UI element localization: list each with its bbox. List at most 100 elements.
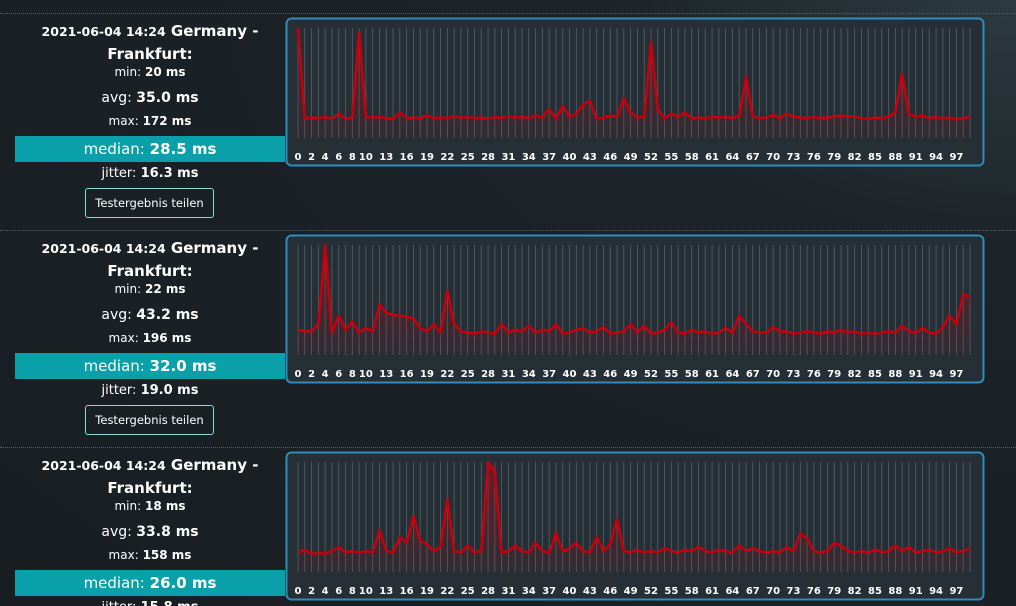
x-tick-label: 16 <box>400 369 414 380</box>
x-tick-label: 31 <box>501 586 515 597</box>
jitter-label: jitter: <box>101 383 137 398</box>
jitter-line: jitter: 19.0 ms <box>15 383 285 398</box>
x-tick-label: 76 <box>807 586 821 597</box>
x-tick-label: 58 <box>685 152 699 163</box>
x-tick-label: 34 <box>522 152 536 163</box>
x-tick-label: 40 <box>563 152 577 163</box>
x-tick-label: 79 <box>827 586 841 597</box>
x-tick-label: 70 <box>766 152 780 163</box>
max-label: max: <box>108 114 139 128</box>
x-tick-label: 52 <box>644 369 658 380</box>
avg-label: avg: <box>101 524 132 540</box>
x-tick-label: 52 <box>644 152 658 163</box>
jitter-value: 19.0 ms <box>140 383 199 398</box>
x-tick-label: 2 <box>308 152 315 163</box>
x-tick-label: 73 <box>787 586 801 597</box>
x-tick-label: 13 <box>379 369 393 380</box>
latency-area <box>298 245 970 355</box>
x-tick-label: 97 <box>949 369 963 380</box>
min-label: min: <box>114 65 142 79</box>
max-line: max: 196 ms <box>15 331 285 345</box>
median-label: median: <box>83 357 145 375</box>
latency-line <box>297 243 971 335</box>
median-label: median: <box>83 140 145 158</box>
x-tick-label: 70 <box>766 586 780 597</box>
x-tick-label: 49 <box>624 586 638 597</box>
separator <box>0 447 1016 448</box>
x-tick-label: 46 <box>603 369 617 380</box>
x-tick-label: 76 <box>807 152 821 163</box>
x-tick-label: 85 <box>868 152 882 163</box>
x-tick-label: 97 <box>949 152 963 163</box>
location: Germany - Frankfurt: <box>107 22 259 63</box>
jitter-line: jitter: 15.8 ms <box>15 600 285 606</box>
location: Germany - Frankfurt: <box>107 239 259 280</box>
avg-label: avg: <box>101 90 132 106</box>
x-tick-label: 19 <box>420 586 434 597</box>
separator <box>0 230 1016 231</box>
x-tick-label: 37 <box>542 369 556 380</box>
x-tick-label: 0 <box>295 586 302 597</box>
min-line: min: 20 ms <box>15 65 285 79</box>
x-tick-label: 19 <box>420 152 434 163</box>
x-tick-label: 82 <box>848 152 862 163</box>
latency-area <box>298 462 970 572</box>
max-value: 158 ms <box>142 548 192 562</box>
min-value: 22 ms <box>144 282 186 296</box>
latency-line <box>296 27 971 121</box>
x-tick-label: 82 <box>848 586 862 597</box>
x-tick-label: 37 <box>542 152 556 163</box>
x-tick-label: 79 <box>827 369 841 380</box>
x-tick-label: 10 <box>359 152 373 163</box>
x-tick-label: 55 <box>664 152 678 163</box>
x-tick-label: 88 <box>888 369 902 380</box>
x-tick-label: 85 <box>868 369 882 380</box>
x-tick-label: 58 <box>685 586 699 597</box>
x-tick-label: 46 <box>603 586 617 597</box>
x-tick-label: 2 <box>308 586 315 597</box>
x-tick-label: 43 <box>583 369 597 380</box>
min-label: min: <box>114 499 142 513</box>
result-heading: 2021-06-04 14:24 Germany - Frankfurt: <box>40 237 260 282</box>
x-tick-label: 91 <box>909 586 923 597</box>
x-tick-label: 61 <box>705 369 719 380</box>
jitter-value: 15.8 ms <box>141 600 199 606</box>
x-tick-label: 0 <box>295 369 302 380</box>
jitter-value: 16.3 ms <box>140 166 199 181</box>
date: 2021-06-04 14:24 <box>41 458 166 473</box>
max-label: max: <box>108 331 139 345</box>
x-tick-label: 64 <box>725 369 739 380</box>
x-tick-label: 34 <box>522 369 536 380</box>
x-tick-label: 6 <box>335 369 342 380</box>
x-tick-label: 70 <box>766 369 780 380</box>
date: 2021-06-04 14:24 <box>41 24 166 39</box>
x-tick-label: 8 <box>349 586 356 597</box>
x-tick-label: 55 <box>664 586 678 597</box>
x-tick-label: 4 <box>322 586 329 597</box>
x-tick-label: 22 <box>440 586 454 597</box>
x-tick-label: 4 <box>322 152 329 163</box>
max-label: max: <box>108 548 139 562</box>
share-button[interactable]: Testergebnis teilen <box>85 188 214 218</box>
share-button[interactable]: Testergebnis teilen <box>85 405 214 435</box>
x-tick-label: 40 <box>563 586 577 597</box>
x-tick-label: 16 <box>400 152 414 163</box>
x-tick-label: 67 <box>746 152 760 163</box>
median-band: median: 28.5 ms <box>15 136 285 162</box>
x-tick-label: 40 <box>563 369 577 380</box>
x-tick-label: 94 <box>929 586 943 597</box>
jitter-line: jitter: 16.3 ms <box>15 166 285 181</box>
x-tick-label: 6 <box>335 152 342 163</box>
max-line: max: 158 ms <box>15 548 285 562</box>
x-tick-label: 94 <box>929 369 943 380</box>
ping-chart: 0 2 4 6 8 10 13 16 19 22 25 28 31 34 37 40 43 46 49 52 55 58 6… <box>285 234 985 384</box>
min-label: min: <box>114 282 142 296</box>
avg-label: avg: <box>101 307 132 323</box>
avg-line: avg: 35.0 ms <box>15 90 285 106</box>
x-tick-label: 49 <box>624 152 638 163</box>
x-tick-label: 82 <box>848 369 862 380</box>
x-tick-label: 67 <box>746 586 760 597</box>
ping-chart: 0 2 4 6 8 10 13 16 19 22 25 28 31 34 37 40 43 46 49 52 55 58 6… <box>285 451 985 601</box>
x-tick-label: 25 <box>461 586 475 597</box>
x-tick-label: 6 <box>335 586 342 597</box>
